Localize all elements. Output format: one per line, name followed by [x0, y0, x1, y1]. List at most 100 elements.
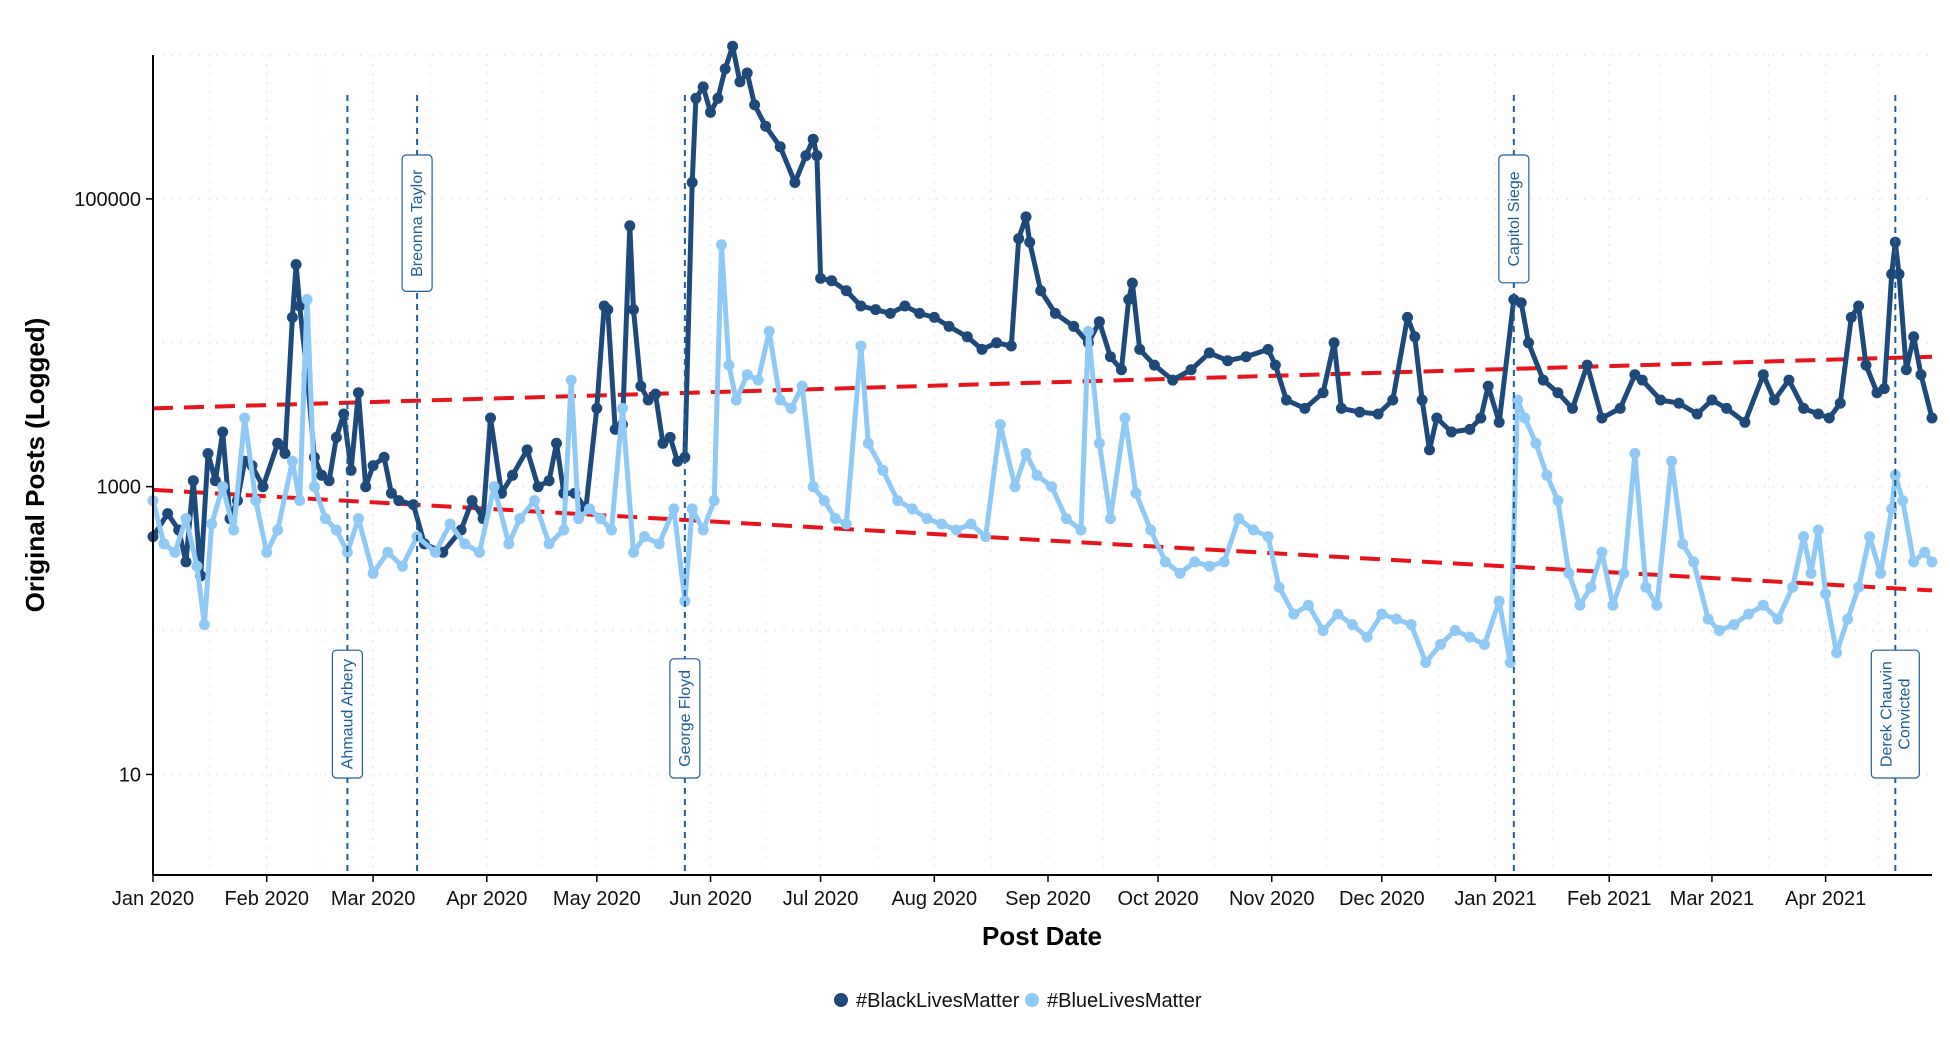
data-point [1372, 408, 1384, 420]
data-point [466, 495, 478, 507]
event-label-box [1498, 154, 1530, 284]
data-point [1031, 469, 1043, 481]
data-point [855, 340, 867, 352]
data-point [191, 560, 203, 572]
data-point [1273, 581, 1285, 593]
data-point [994, 419, 1006, 431]
data-point [1636, 374, 1648, 386]
data-point [228, 524, 240, 536]
data-point [1618, 567, 1630, 579]
x-tick-label: Feb 2020 [224, 888, 309, 910]
data-point [1926, 556, 1938, 568]
data-point [936, 518, 948, 530]
event-label: Derek Chauvin [1878, 661, 1895, 767]
data-point [532, 481, 544, 493]
data-point [1280, 394, 1292, 406]
data-point [1119, 412, 1131, 424]
event-label-box [669, 658, 701, 779]
data-point [485, 412, 496, 424]
data-point [1082, 325, 1094, 337]
data-point [1860, 359, 1872, 371]
data-point [943, 320, 955, 332]
data-point [1024, 236, 1036, 248]
data-point [1897, 495, 1909, 507]
data-point [301, 294, 313, 305]
data-point [1889, 469, 1901, 481]
data-point [272, 524, 284, 536]
data-point [1115, 364, 1127, 376]
x-tick-label: Feb 2021 [1567, 888, 1652, 910]
data-point [1075, 524, 1087, 536]
series-bluelivesmatter [147, 239, 1938, 668]
y-tick-label: 1000 [97, 477, 142, 499]
event-label-box [401, 154, 433, 292]
data-point [708, 495, 720, 507]
data-point [965, 518, 977, 530]
data-point [1479, 639, 1490, 650]
data-point [1302, 599, 1314, 611]
data-point [584, 503, 595, 515]
x-tick-label: Nov 2020 [1229, 888, 1315, 910]
data-point [1189, 556, 1201, 568]
data-point [1222, 355, 1234, 367]
data-point [514, 513, 526, 525]
data-point [1585, 581, 1597, 593]
data-point [1354, 406, 1366, 418]
data-point [1409, 331, 1421, 343]
data-point [206, 518, 218, 530]
data-point [668, 503, 680, 515]
data-point [1405, 619, 1417, 631]
data-point [187, 475, 199, 487]
data-point [396, 560, 408, 572]
series-line [150, 43, 1935, 579]
data-point [1757, 369, 1769, 381]
data-point [840, 285, 852, 297]
x-tick-label: Oct 2020 [1117, 888, 1198, 910]
data-point [1464, 631, 1476, 643]
data-point [1541, 469, 1553, 481]
data-point [551, 437, 562, 449]
data-point [774, 141, 786, 153]
data-point [639, 531, 650, 543]
data-point [385, 487, 397, 499]
data-point [1126, 277, 1138, 289]
data-point [862, 437, 874, 449]
data-point [1908, 331, 1920, 343]
data-point [180, 556, 192, 568]
data-point [950, 524, 962, 536]
data-point [906, 503, 918, 515]
data-point [1493, 416, 1505, 428]
trend-line [152, 487, 1933, 593]
data-point [892, 495, 904, 507]
data-point [286, 311, 298, 323]
data-point [1159, 556, 1171, 568]
data-point [855, 300, 867, 312]
data-point [261, 546, 273, 558]
data-point [565, 374, 577, 386]
data-point [1346, 619, 1358, 631]
data-point [217, 426, 229, 438]
data-point [250, 495, 262, 507]
data-point [1666, 455, 1678, 467]
data-point [1046, 481, 1058, 493]
trend-lines [152, 354, 1933, 593]
data-point [543, 475, 555, 487]
data-point [1475, 412, 1487, 424]
data-point [1614, 402, 1626, 414]
data-point [1317, 625, 1329, 636]
event-label: Convicted [1896, 679, 1913, 750]
data-point [444, 518, 456, 530]
x-tick-label: Mar 2021 [1670, 888, 1755, 910]
data-point [811, 150, 823, 162]
data-point [921, 513, 933, 525]
data-point [1435, 639, 1446, 650]
data-point [1416, 394, 1428, 406]
data-point [884, 307, 896, 319]
x-tick-label: Sep 2020 [1005, 888, 1091, 910]
data-point [1673, 397, 1685, 409]
data-point [1768, 394, 1780, 406]
data-point [459, 538, 471, 550]
data-point [749, 99, 761, 111]
data-point [367, 460, 379, 472]
data-point [1335, 402, 1347, 414]
